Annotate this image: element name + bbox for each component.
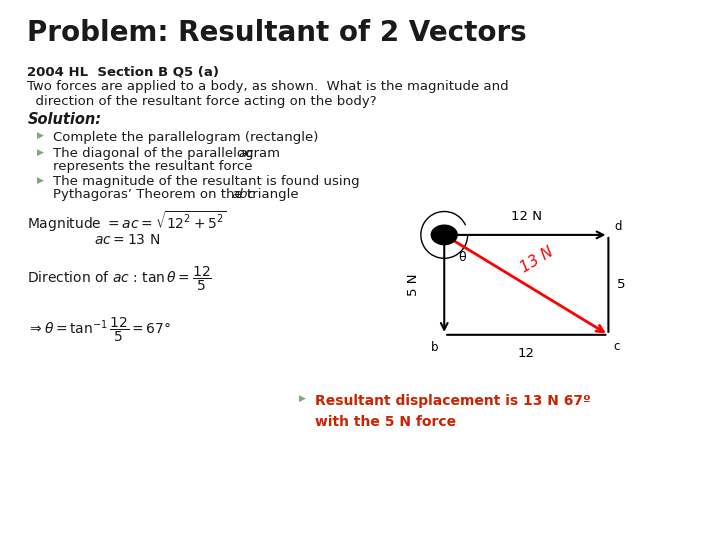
Text: c: c — [613, 340, 620, 353]
Text: Resultant displacement is 13 N 67º: Resultant displacement is 13 N 67º — [315, 394, 590, 408]
Text: Solution:: Solution: — [27, 112, 102, 127]
Text: d: d — [614, 220, 621, 233]
Text: represents the resultant force: represents the resultant force — [53, 160, 253, 173]
Circle shape — [431, 225, 457, 245]
Text: b: b — [431, 341, 438, 354]
Text: ▶: ▶ — [299, 394, 306, 403]
Text: 5 N: 5 N — [408, 274, 420, 296]
Text: ▶: ▶ — [37, 176, 45, 185]
Text: 12 N: 12 N — [510, 210, 542, 223]
Text: Two forces are applied to a body, as shown.  What is the magnitude and: Two forces are applied to a body, as sho… — [27, 80, 509, 93]
Text: with the 5 N force: with the 5 N force — [315, 415, 456, 429]
Text: $\Rightarrow \theta = \tan^{-1}\dfrac{12}{5} = 67°$: $\Rightarrow \theta = \tan^{-1}\dfrac{12… — [27, 316, 171, 344]
Text: Direction of $ac$ : $\tan\theta = \dfrac{12}{5}$: Direction of $ac$ : $\tan\theta = \dfrac… — [27, 265, 212, 293]
Text: θ: θ — [459, 251, 467, 264]
Text: ▶: ▶ — [37, 147, 45, 157]
Text: 5: 5 — [617, 278, 626, 292]
Text: ▶: ▶ — [37, 131, 45, 140]
Text: Pythagoras’ Theorem on the triangle: Pythagoras’ Theorem on the triangle — [53, 188, 303, 201]
Text: ac: ac — [238, 147, 253, 160]
Text: The magnitude of the resultant is found using: The magnitude of the resultant is found … — [53, 176, 360, 188]
Text: Problem: Resultant of 2 Vectors: Problem: Resultant of 2 Vectors — [27, 19, 527, 47]
Text: The diagonal of the parallelogram: The diagonal of the parallelogram — [53, 147, 284, 160]
Text: $ac = 13\ \mathrm{N}$: $ac = 13\ \mathrm{N}$ — [94, 233, 160, 247]
Text: direction of the resultant force acting on the body?: direction of the resultant force acting … — [27, 94, 377, 107]
Text: 12: 12 — [518, 347, 535, 360]
Text: Magnitude $= ac = \sqrt{12^2 + 5^2}$: Magnitude $= ac = \sqrt{12^2 + 5^2}$ — [27, 210, 227, 234]
Text: Complete the parallelogram (rectangle): Complete the parallelogram (rectangle) — [53, 131, 319, 144]
Text: abc: abc — [232, 188, 256, 201]
Text: 2004 HL  Section B Q5 (a): 2004 HL Section B Q5 (a) — [27, 66, 220, 79]
Text: 13 N: 13 N — [518, 244, 557, 275]
